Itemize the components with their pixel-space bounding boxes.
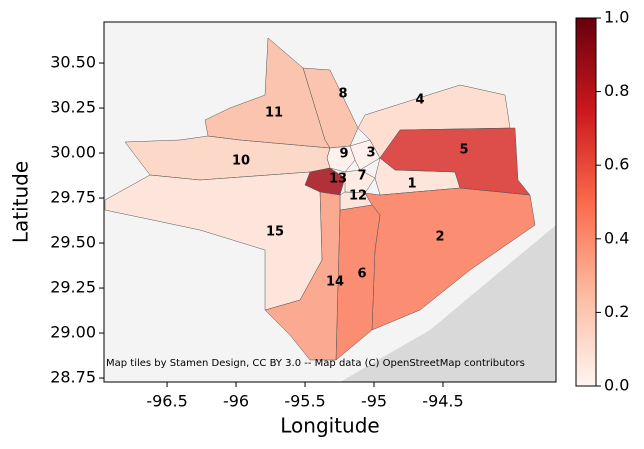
plot-frame	[103, 21, 557, 383]
region-label: 11	[265, 106, 283, 121]
region-label: 7	[357, 169, 366, 184]
y-tick-label: 30.25	[50, 98, 96, 117]
y-tick-label: 30.00	[50, 143, 96, 162]
region-label: 3	[366, 146, 375, 161]
x-tick-label: -95	[361, 392, 387, 411]
x-tick-label: -96.5	[146, 392, 187, 411]
region-label: 13	[329, 172, 347, 187]
region-label: 12	[349, 189, 367, 204]
x-axis-label: Longitude	[280, 414, 379, 438]
colorbar-tick-label: 1.0	[604, 8, 629, 27]
region	[204, 37, 331, 149]
region-label: 1	[407, 177, 416, 192]
colorbar-tick-label: 0.0	[604, 376, 629, 395]
colorbar	[575, 17, 597, 387]
attribution: Map tiles by Stamen Design, CC BY 3.0 --…	[106, 358, 525, 369]
region-label: 10	[232, 154, 250, 169]
region-label: 4	[415, 93, 424, 108]
y-tick-label: 29.00	[50, 323, 96, 342]
region-label: 15	[266, 225, 284, 240]
x-tick-label: -96	[223, 392, 249, 411]
y-tick-label: 29.75	[50, 188, 96, 207]
region-label: 9	[339, 147, 348, 162]
colorbar-tick-label: 0.8	[604, 81, 629, 100]
colorbar-tick-label: 0.4	[604, 228, 629, 247]
x-tick-label: -94.5	[422, 392, 463, 411]
region	[104, 171, 323, 311]
region-label: 14	[326, 275, 344, 290]
region	[379, 127, 531, 196]
region-label: 2	[435, 230, 444, 245]
y-tick-label: 29.25	[50, 278, 96, 297]
attribution-box: Map tiles by Stamen Design, CC BY 3.0 --…	[106, 358, 525, 369]
region-label: 8	[338, 87, 347, 102]
region-label: 5	[459, 143, 468, 158]
colorbar-tick-label: 0.2	[604, 302, 629, 321]
water	[340, 225, 556, 382]
region-label: 6	[357, 267, 366, 282]
y-axis-label: Latitude	[9, 161, 33, 243]
colorbar-tick-label: 0.6	[604, 155, 629, 174]
y-tick-label: 28.75	[50, 368, 96, 387]
x-tick-label: -95.5	[284, 392, 325, 411]
y-tick-label: 30.50	[50, 53, 96, 72]
y-tick-label: 29.50	[50, 233, 96, 252]
region	[344, 169, 376, 194]
